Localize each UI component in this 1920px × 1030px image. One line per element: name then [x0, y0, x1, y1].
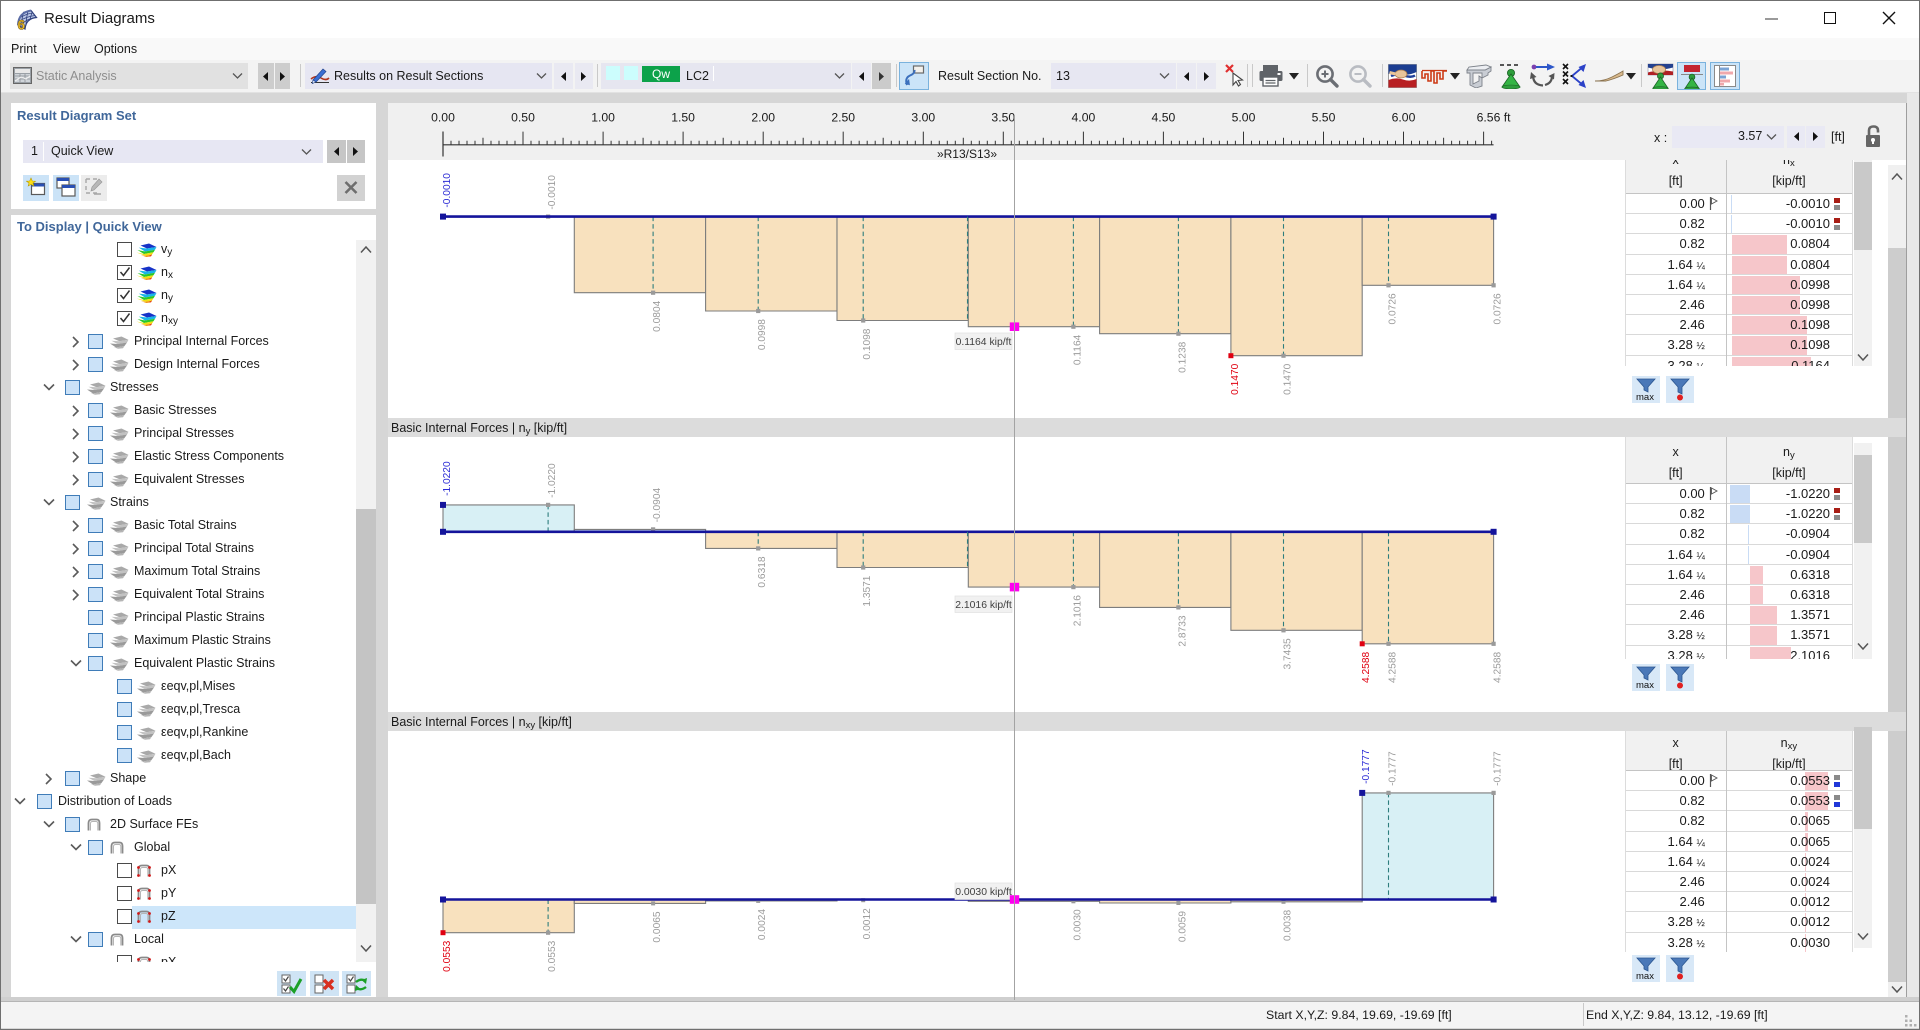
- svg-text:max: max: [1636, 971, 1654, 980]
- svg-text:max: max: [1636, 680, 1654, 689]
- svg-text:max: max: [1636, 392, 1654, 401]
- svg-text:6: 6: [18, 18, 26, 31]
